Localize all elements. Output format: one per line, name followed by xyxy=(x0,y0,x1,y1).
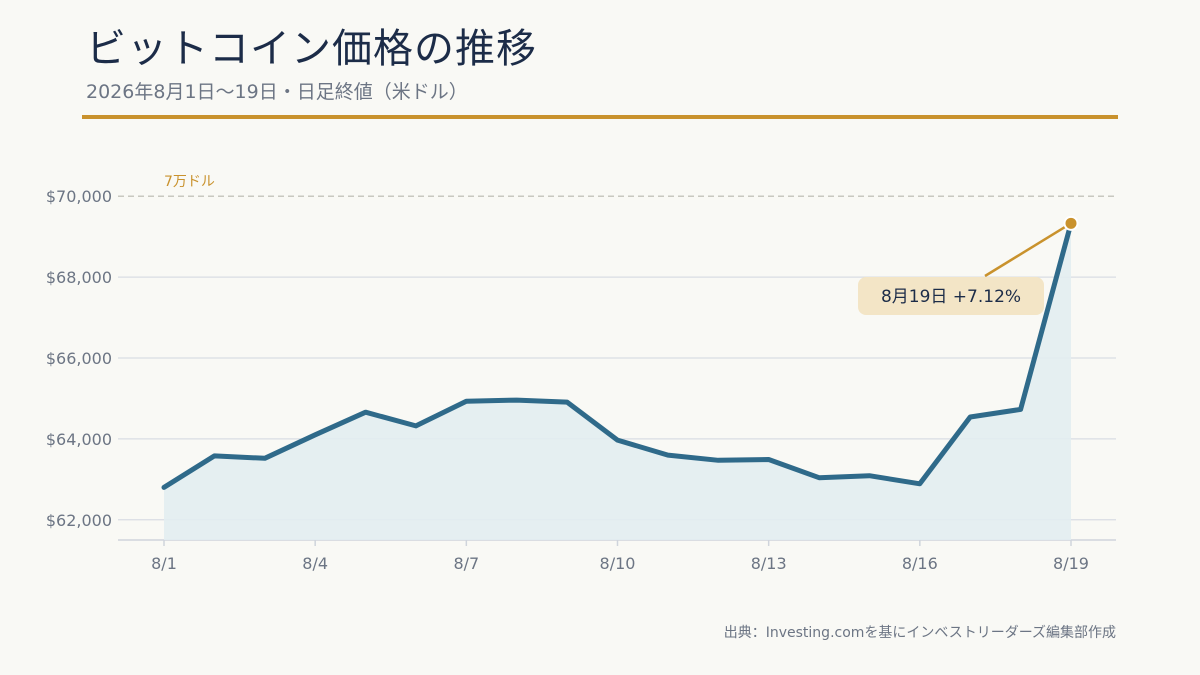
reference-line-group: 7万ドル xyxy=(118,174,1116,197)
x-tick-label: 8/4 xyxy=(302,554,328,573)
y-tick-label: $70,000 xyxy=(46,187,112,206)
series-area-fill xyxy=(164,223,1071,541)
x-tick-label: 8/1 xyxy=(151,554,177,573)
x-tick-label: 8/19 xyxy=(1053,554,1089,573)
y-tick-label: $62,000 xyxy=(46,511,112,530)
annotation-callout-box xyxy=(858,277,1044,315)
chart-title: ビットコイン価格の推移 xyxy=(86,26,537,72)
y-axis-labels: $62,000 $64,000 $66,000 $68,000 $70,000 xyxy=(46,187,112,530)
x-tick-label: 8/16 xyxy=(902,554,938,573)
x-axis: 8/1 8/4 8/7 8/10 8/13 8/16 8/19 xyxy=(118,539,1116,573)
annotation-callout-text: 8月19日 +7.12% xyxy=(881,287,1021,307)
y-tick-label: $68,000 xyxy=(46,268,112,287)
title-underline xyxy=(82,115,1118,119)
reference-line-label: 7万ドル xyxy=(164,174,215,190)
y-tick-label: $64,000 xyxy=(46,430,112,449)
plot-series xyxy=(161,220,1074,541)
x-tick-label: 8/7 xyxy=(453,554,479,573)
y-tick-label: $66,000 xyxy=(46,349,112,368)
x-tick-label: 8/13 xyxy=(751,554,787,573)
x-tick-label: 8/10 xyxy=(600,554,636,573)
annotation-leader-line xyxy=(984,222,1072,278)
annotation-group: 8月19日 +7.12% xyxy=(858,215,1079,315)
highlight-point-marker xyxy=(1063,215,1079,231)
chart-subtitle: 2026年8月1日〜19日・日足終値（米ドル） xyxy=(86,81,468,103)
source-note: 出典：Investing.comを基にインベストリーダーズ編集部作成 xyxy=(723,625,1116,641)
